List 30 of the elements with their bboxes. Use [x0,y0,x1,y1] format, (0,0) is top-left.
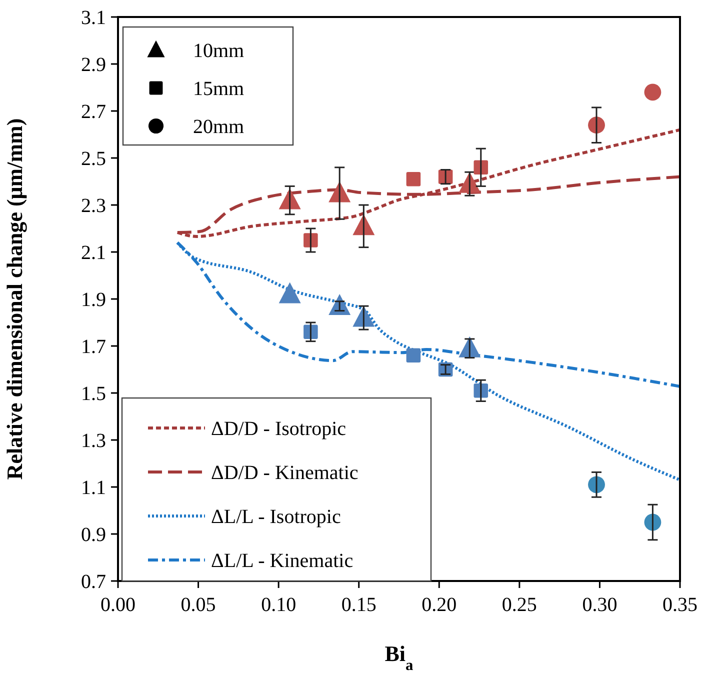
x-tick-label: 0.20 [422,594,457,616]
y-tick-label: 2.9 [81,54,106,76]
x-tick-label: 0.15 [341,594,376,616]
x-tick-label: 0.10 [261,594,296,616]
x-tick-label: 0.00 [100,594,136,616]
legend-label: ΔD/D - Kinematic [211,462,358,484]
y-tick-label: 1.7 [81,336,106,358]
y-tick-label: 0.9 [81,524,106,546]
legend-label: ΔL/L - Isotropic [211,506,341,528]
annotation: 10mm [193,40,245,62]
x-tick-label: 0.30 [582,594,618,616]
y-tick-label: 1.9 [81,289,106,311]
y-tick-label: 1.5 [81,383,106,405]
y-tick-label: 2.5 [81,148,106,170]
y-tick-label: 3.1 [81,7,106,29]
y-tick-label: 2.1 [81,242,106,264]
y-tick-label: 2.7 [81,101,106,123]
x-tick-label: 0.25 [502,594,537,616]
x-axis-title: Bi$_{a}$ [384,641,414,674]
y-tick-label: 1.1 [81,477,106,499]
y-axis-title: Relative dimensional change (μm/mm) [2,118,27,480]
legend-label: ΔD/D - Isotropic [211,418,346,440]
y-tick-label: 2.3 [81,195,106,217]
annotation: 15mm [193,78,245,100]
y-tick-label: 0.7 [81,571,106,593]
x-tick-label: 0.05 [180,594,216,616]
x-tick-label: 0.35 [662,594,698,616]
annotation: 20mm [193,116,245,138]
legend-label: ΔL/L - Kinematic [211,550,354,572]
y-tick-label: 1.3 [81,430,106,452]
